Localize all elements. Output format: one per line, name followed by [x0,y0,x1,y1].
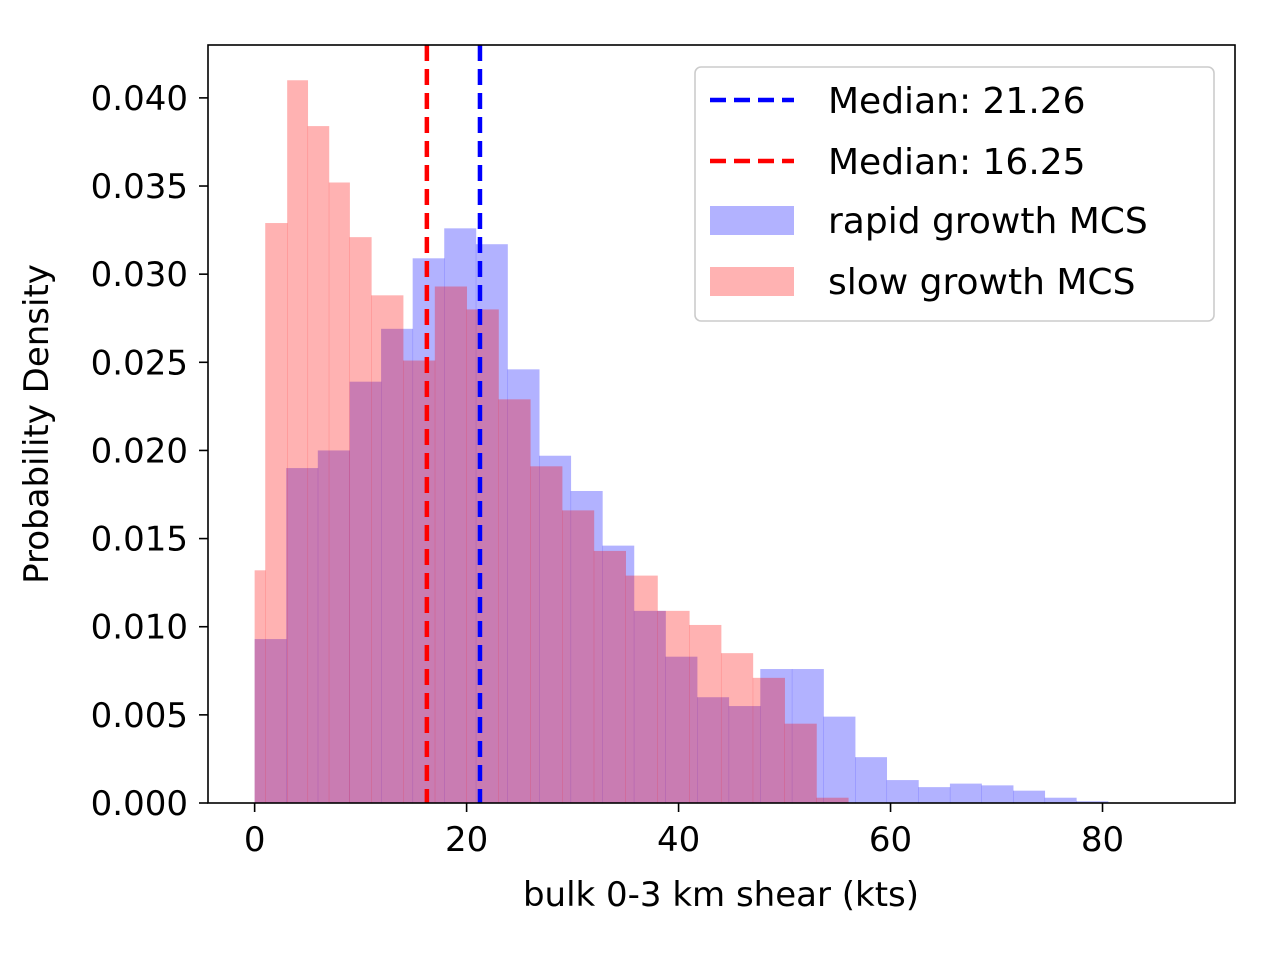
rapid-growth-bar [981,785,1014,803]
slow-growth-bar [254,570,266,803]
rapid-growth-bar [381,328,414,803]
y-tick-label: 0.010 [91,608,188,648]
rapid-growth-bar [728,706,761,803]
legend-median-rapid-label: Median: 21.26 [828,81,1086,122]
slow-growth-bar [466,309,499,803]
x-axis-label: bulk 0-3 km shear (kts) [523,875,919,915]
slow-growth-bar [265,223,288,804]
y-axis-ticks: 0.000 0.005 0.010 0.015 0.020 0.025 0.030 0.035… [91,79,208,824]
plot-area-frame [207,44,1236,804]
legend-rapid-growth-swatch [710,206,794,235]
rapid-growth-bar [886,780,919,803]
rapid-growth-bar [254,639,287,803]
rapid-growth-bar [1076,801,1109,803]
slow-growth-bar [657,610,690,803]
slow-growth-bar [434,286,468,803]
y-tick-label: 0.020 [91,431,188,471]
rapid-growth-bar [286,468,319,803]
slow-growth-bar [593,550,626,803]
y-tick-label: 0.040 [91,79,188,119]
rapid-growth-bar [918,787,951,803]
y-tick-label: 0.030 [91,255,188,295]
legend: Median: 21.26 Median: 16.25 rapid growth… [694,66,1215,322]
rapid-growth-bar [317,450,350,803]
y-tick-label: 0.035 [91,167,188,207]
legend-median-slow-label: Median: 16.25 [828,142,1086,183]
slow-growth-bar [784,723,817,803]
slow-growth-bar [287,80,309,803]
rapid-growth-bar [791,669,824,803]
rapid-growth-bar [444,228,477,803]
slow-growth-bar [349,237,372,803]
slow-growth-bar [530,466,563,803]
y-tick-label: 0.000 [91,784,188,824]
rapid-growth-bars [254,228,1109,803]
slow-growth-bar [328,182,350,803]
rapid-growth-bar [602,545,635,803]
x-axis-ticks: 0 20 40 60 80 [244,803,1124,860]
slow-growth-bar [816,797,849,803]
legend-slow-growth-label: slow growth MCS [828,262,1135,303]
y-tick-label: 0.015 [91,520,188,560]
slow-growth-bar [752,677,785,803]
slow-growth-bar [720,653,754,803]
y-axis-label: Probability Density [17,264,57,584]
y-tick-label: 0.025 [91,343,188,383]
rapid-growth-bar [760,669,793,803]
rapid-growth-bar [633,610,666,803]
rapid-growth-bar [949,783,982,803]
legend-rapid-growth-label: rapid growth MCS [828,201,1148,242]
x-tick-label: 60 [869,820,912,860]
slow-growth-bar [561,510,595,803]
rapid-growth-bar [539,455,572,803]
rapid-growth-bar [1013,790,1046,803]
x-tick-label: 20 [445,820,488,860]
rapid-growth-bar [1044,797,1077,803]
y-tick-label: 0.005 [91,696,188,736]
rapid-growth-bar [665,656,698,803]
slow-growth-bar [689,624,722,803]
x-tick-label: 40 [657,820,700,860]
rapid-growth-bar [349,381,382,803]
median-lines [424,45,483,803]
slow-growth-bar [625,575,658,803]
slow-growth-bars [254,80,849,804]
slow-growth-bar [307,126,330,804]
slow-growth-bar [498,399,531,803]
x-tick-label: 0 [244,820,266,860]
x-tick-label: 80 [1081,820,1124,860]
slow-growth-bar [403,360,436,803]
legend-slow-growth-swatch [710,267,794,296]
slow-growth-bar [371,295,404,803]
rapid-growth-bar [855,757,888,803]
rapid-growth-bar [507,369,540,803]
rapid-growth-bar [697,697,730,803]
rapid-growth-bar [570,490,603,803]
rapid-growth-bar [823,716,856,803]
legend-frame [694,66,1215,322]
